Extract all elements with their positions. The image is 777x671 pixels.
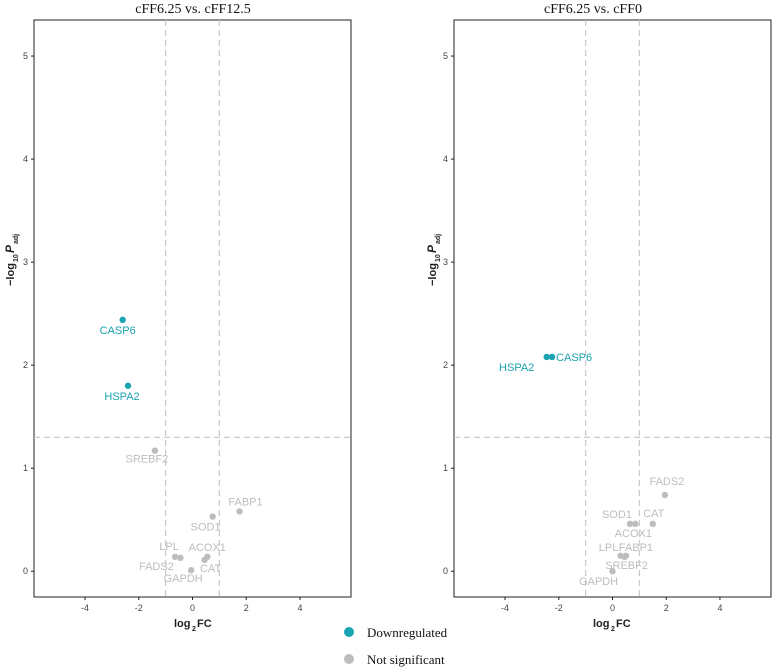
plot-frame bbox=[33, 19, 352, 598]
y-tick-label: 4 bbox=[443, 154, 448, 164]
point-fabp1 bbox=[236, 508, 243, 515]
legend-swatch-not-significant bbox=[344, 654, 354, 664]
point-label-lpl: LPL bbox=[159, 541, 179, 553]
point-label-acox1: ACOX1 bbox=[189, 542, 226, 554]
data-points: CASP6 HSPA2 SREBF2 FABP1 SOD1 ACOX1 LPL FADS2 CA… bbox=[100, 316, 263, 585]
x-tick-label: -2 bbox=[555, 603, 563, 613]
x-tick-label: -2 bbox=[135, 603, 143, 613]
legend-swatch-downregulated bbox=[344, 627, 354, 637]
legend: Downregulated Not significant bbox=[344, 625, 448, 667]
y-tick-label: 2 bbox=[23, 360, 28, 370]
panel-title: cFF6.25 vs. cFF0 bbox=[544, 2, 642, 17]
point-label-fads2: FADS2 bbox=[649, 476, 684, 488]
point-cat bbox=[201, 556, 208, 564]
point-fads2 bbox=[661, 491, 669, 499]
point-label-sod1: SOD1 bbox=[602, 509, 632, 521]
x-tick-label: -4 bbox=[81, 603, 89, 613]
svg-text:FC: FC bbox=[197, 618, 212, 630]
point-label-srebf2: SREBF2 bbox=[605, 560, 648, 572]
point-label-hspa2: HSPA2 bbox=[499, 362, 534, 374]
svg-text:−log: −log bbox=[427, 263, 439, 286]
y-axis-label: −log 10 P adj bbox=[425, 234, 442, 286]
point-sod1 bbox=[626, 520, 634, 528]
svg-text:log: log bbox=[174, 618, 191, 630]
y-tick-label: 0 bbox=[23, 566, 28, 576]
panel-right: cFF6.25 vs. cFF0 0 1 2 3 4 5 -4 -2 0 2 4 HSPA2 CAS… bbox=[425, 2, 772, 633]
svg-text:2: 2 bbox=[192, 626, 196, 633]
svg-text:adj: adj bbox=[435, 234, 442, 244]
x-tick-label: 4 bbox=[297, 603, 302, 613]
point-gapdh bbox=[609, 568, 616, 575]
svg-text:adj: adj bbox=[13, 234, 20, 244]
point-acox1 bbox=[632, 520, 639, 528]
panel-title: cFF6.25 vs. cFF12.5 bbox=[135, 2, 251, 17]
y-tick-label: 4 bbox=[23, 154, 28, 164]
y-tick-label: 0 bbox=[443, 566, 448, 576]
svg-text:2: 2 bbox=[611, 626, 615, 633]
y-tick-label: 2 bbox=[443, 360, 448, 370]
point-label-hspa2: HSPA2 bbox=[104, 391, 139, 403]
svg-text:10: 10 bbox=[13, 254, 20, 262]
y-tick-label: 3 bbox=[443, 257, 448, 267]
point-label-gapdh: GAPDH bbox=[579, 576, 618, 588]
svg-text:10: 10 bbox=[435, 254, 442, 262]
threshold-lines bbox=[34, 20, 351, 597]
point-label-acox1: ACOX1 bbox=[615, 528, 652, 540]
y-axis-ticks: 0 1 2 3 4 5 bbox=[23, 51, 34, 576]
point-label-cat: CAT bbox=[643, 508, 664, 520]
point-label-cat: CAT bbox=[200, 563, 221, 575]
point-gapdh bbox=[187, 567, 195, 574]
point-label-gapdh: GAPDH bbox=[164, 573, 203, 585]
threshold-lines bbox=[454, 20, 771, 597]
legend-label-downregulated: Downregulated bbox=[367, 625, 448, 640]
point-label-lpl: LPL bbox=[599, 542, 619, 554]
x-axis-label: log 2 FC bbox=[593, 618, 631, 633]
point-label-srebf2: SREBF2 bbox=[125, 454, 168, 466]
legend-label-not-significant: Not significant bbox=[367, 652, 445, 667]
x-tick-label: -4 bbox=[501, 603, 509, 613]
x-tick-label: 4 bbox=[717, 603, 722, 613]
point-label-fads2: FADS2 bbox=[139, 561, 174, 573]
point-hspa2 bbox=[543, 353, 550, 361]
x-tick-label: 2 bbox=[664, 603, 669, 613]
point-label-sod1: SOD1 bbox=[191, 522, 221, 534]
point-fads2 bbox=[177, 554, 184, 562]
x-axis-ticks: -4 -2 0 2 4 bbox=[81, 597, 302, 613]
x-tick-label: 2 bbox=[244, 603, 249, 613]
point-label-casp6: CASP6 bbox=[100, 325, 136, 337]
point-casp6 bbox=[548, 353, 556, 361]
point-hspa2 bbox=[124, 382, 132, 389]
svg-text:P: P bbox=[425, 244, 439, 253]
point-cat bbox=[649, 520, 656, 528]
y-tick-label: 3 bbox=[23, 257, 28, 267]
x-tick-label: 0 bbox=[190, 603, 195, 613]
y-tick-label: 5 bbox=[443, 51, 448, 61]
point-lpl bbox=[171, 553, 179, 561]
point-sod1 bbox=[209, 513, 216, 520]
x-axis-ticks: -4 -2 0 2 4 bbox=[501, 597, 722, 613]
point-label-fabp1: FABP1 bbox=[228, 496, 262, 508]
y-axis-label: −log 10 P adj bbox=[3, 234, 20, 286]
y-tick-label: 1 bbox=[443, 463, 448, 473]
point-label-casp6: CASP6 bbox=[556, 352, 592, 364]
svg-text:FC: FC bbox=[616, 618, 631, 630]
point-casp6 bbox=[119, 316, 126, 324]
y-tick-label: 5 bbox=[23, 51, 28, 61]
panel-left: cFF6.25 vs. cFF12.5 0 1 2 3 4 5 -4 -2 0 2 4 CASP6… bbox=[3, 2, 352, 633]
point-label-fabp1: FABP1 bbox=[619, 542, 653, 554]
point-srebf2 bbox=[151, 447, 159, 454]
x-tick-label: 0 bbox=[610, 603, 615, 613]
point-srebf2 bbox=[621, 553, 628, 561]
svg-text:log: log bbox=[593, 618, 610, 630]
y-tick-label: 1 bbox=[23, 463, 28, 473]
y-axis-ticks: 0 1 2 3 4 5 bbox=[443, 51, 454, 576]
svg-text:P: P bbox=[3, 244, 17, 253]
x-axis-label: log 2 FC bbox=[174, 618, 212, 633]
data-points: HSPA2 CASP6 FADS2 SOD1 ACOX1 CAT LPL FABP1 SREBF… bbox=[499, 352, 684, 588]
svg-text:−log: −log bbox=[5, 263, 17, 286]
